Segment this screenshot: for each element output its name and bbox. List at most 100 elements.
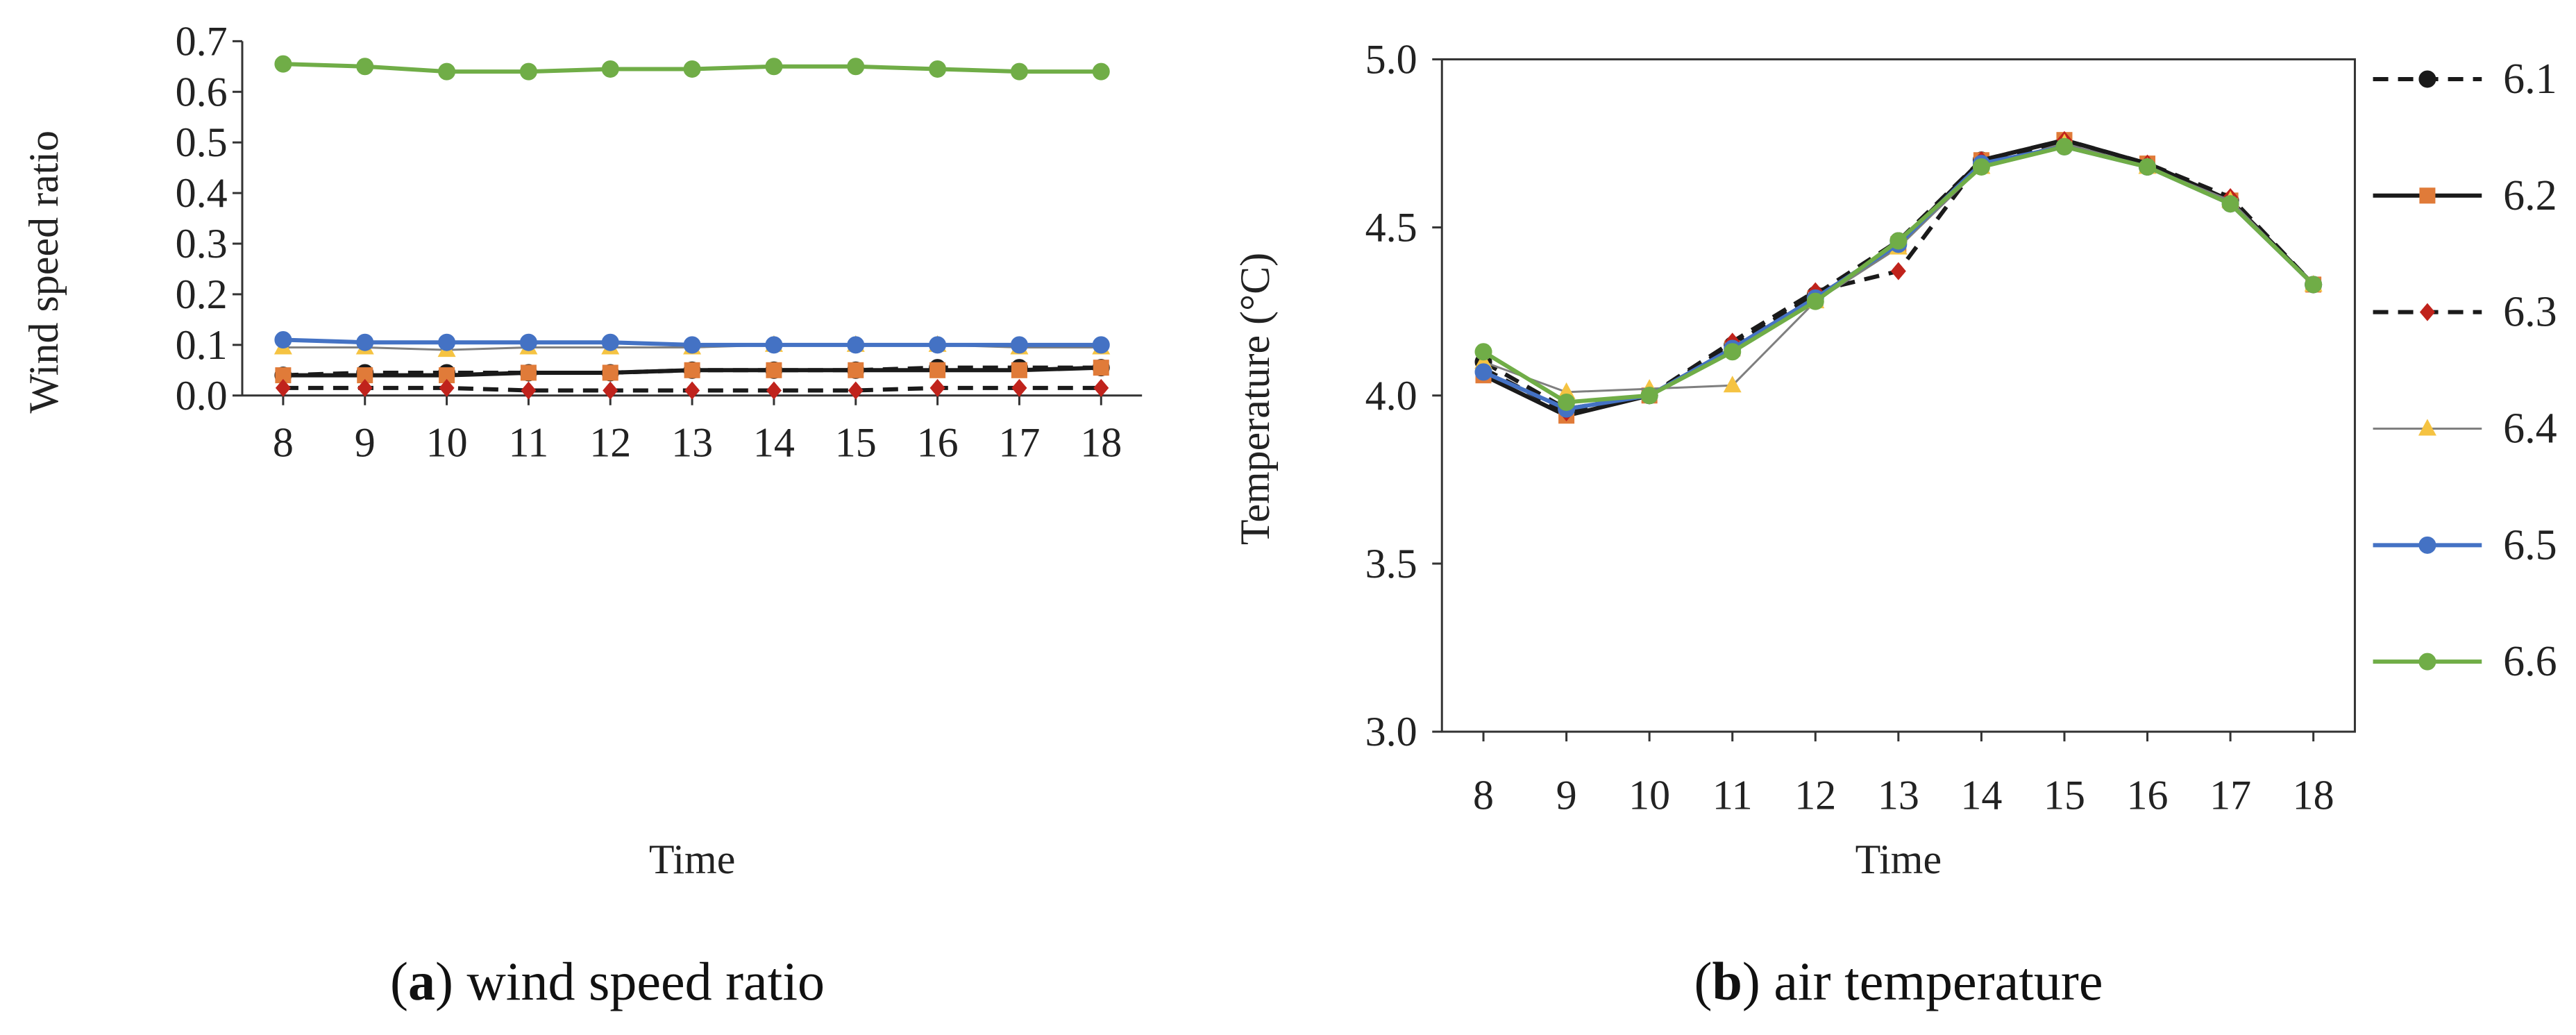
chart-b: 3.0 3.5 4.0 4.5 5.0 8 9 10 11 12 13 14 15 16 17 18 Time T…: [1232, 36, 2356, 882]
data-point: [519, 333, 537, 351]
data-point: [1806, 292, 1824, 310]
legend-label: 6.1: [2503, 56, 2557, 103]
x-tick-label: 10: [1628, 773, 1670, 818]
series-6.2: [275, 360, 1109, 384]
y-tick-label: 0.5: [176, 119, 228, 165]
caption-b-text: air temperature: [1774, 951, 2103, 1011]
x-tick-label: 10: [426, 420, 468, 466]
y-axis-title: Temperature (°C): [1232, 253, 1278, 545]
legend-marker: [2419, 303, 2435, 321]
x-tick-label: 12: [1794, 773, 1836, 818]
y-tick-label: 4.5: [1365, 205, 1417, 251]
data-point: [356, 58, 374, 76]
data-point: [519, 62, 537, 81]
data-point: [275, 378, 291, 397]
data-point: [1093, 360, 1109, 376]
data-point: [929, 378, 945, 397]
x-tick-label: 8: [273, 420, 294, 466]
data-point: [274, 55, 292, 73]
y-axis-title: Wind speed ratio: [21, 131, 67, 413]
x-tick-label: 18: [1080, 420, 1122, 466]
y-tick-label: 4.0: [1365, 373, 1417, 419]
data-point: [274, 331, 292, 349]
x-tick-label: 17: [2209, 773, 2251, 818]
x-tick-label: 11: [1712, 773, 1753, 818]
y-tick-label: 0.7: [176, 18, 228, 64]
data-point: [683, 336, 701, 354]
data-point: [847, 336, 865, 354]
x-tick-label: 8: [1473, 773, 1494, 818]
data-point: [2305, 276, 2323, 294]
data-point: [929, 362, 946, 378]
data-point: [2221, 195, 2239, 213]
caption-a: (a) wind speed ratio: [390, 951, 825, 1011]
data-point: [438, 62, 456, 81]
legend-marker: [2419, 187, 2436, 204]
data-point: [765, 336, 783, 354]
data-point: [1972, 158, 1990, 176]
data-point: [356, 333, 374, 351]
x-tick-label: 9: [355, 420, 376, 466]
y-tick-label: 0.3: [176, 221, 228, 267]
legend-label: 6.6: [2503, 638, 2557, 685]
legend-label: 6.3: [2503, 289, 2557, 336]
data-point: [1640, 387, 1658, 405]
y-tick-label: 5.0: [1365, 36, 1417, 82]
data-point: [1723, 376, 1742, 393]
data-point: [1092, 336, 1110, 354]
data-point: [601, 333, 619, 351]
data-point: [602, 364, 618, 381]
x-axis-title: Time: [1855, 836, 1942, 882]
y-tick-label: 0.0: [176, 373, 228, 419]
legend-label: 6.2: [2503, 172, 2557, 219]
x-tick-label: 16: [2127, 773, 2169, 818]
y-tick-label: 0.4: [176, 170, 228, 216]
series-6.3: [275, 378, 1109, 400]
data-point: [847, 58, 865, 76]
data-point: [683, 60, 701, 78]
data-point: [1093, 378, 1109, 397]
plot-frame: [1440, 58, 2356, 733]
x-tick-label: 14: [753, 420, 795, 466]
data-point: [929, 336, 947, 354]
x-tick-label: 16: [917, 420, 959, 466]
caption-b-letter: b: [1712, 951, 1742, 1011]
data-point: [848, 362, 864, 378]
data-point: [1724, 343, 1742, 361]
x-tick-label: 14: [1960, 773, 2002, 818]
data-point: [357, 378, 373, 397]
legend-label: 6.4: [2503, 405, 2557, 452]
data-point: [1474, 343, 1492, 361]
series-6.3: [1476, 131, 2321, 421]
x-tick-label: 17: [998, 420, 1040, 466]
series-6.6: [274, 55, 1110, 81]
legend-marker: [2418, 419, 2436, 436]
chart-a: 0.0 0.1 0.20.3 0.4 0.50.6 0.7 8 9 10 11 12 13 14 15 16…: [21, 18, 1143, 882]
legend-item: 6.4: [2373, 405, 2557, 452]
data-point: [929, 60, 947, 78]
legend-item: 6.5: [2373, 521, 2557, 569]
legend-item: 6.3: [2373, 289, 2557, 336]
legend: 6.1 6.2 6.3 6.4 6.5 6.6: [2373, 56, 2557, 685]
data-point: [601, 60, 619, 78]
legend-item: 6.6: [2373, 638, 2557, 685]
legend-marker: [2418, 653, 2436, 671]
data-point: [438, 333, 456, 351]
data-point: [521, 381, 537, 400]
data-point: [603, 381, 618, 400]
caption-a-text: wind speed ratio: [466, 951, 825, 1011]
data-point: [684, 362, 700, 378]
y-tick-label: 0.1: [176, 322, 228, 368]
data-point: [684, 381, 700, 400]
legend-marker: [2418, 70, 2436, 88]
data-point: [439, 378, 455, 397]
caption-a-letter: a: [408, 951, 435, 1011]
data-point: [1890, 262, 1906, 280]
data-point: [1889, 232, 1908, 250]
x-tick-label: 9: [1556, 773, 1577, 818]
legend-label: 6.5: [2503, 521, 2557, 569]
series-6.5: [274, 331, 1110, 354]
x-tick-label: 15: [835, 420, 877, 466]
data-point: [1010, 336, 1028, 354]
